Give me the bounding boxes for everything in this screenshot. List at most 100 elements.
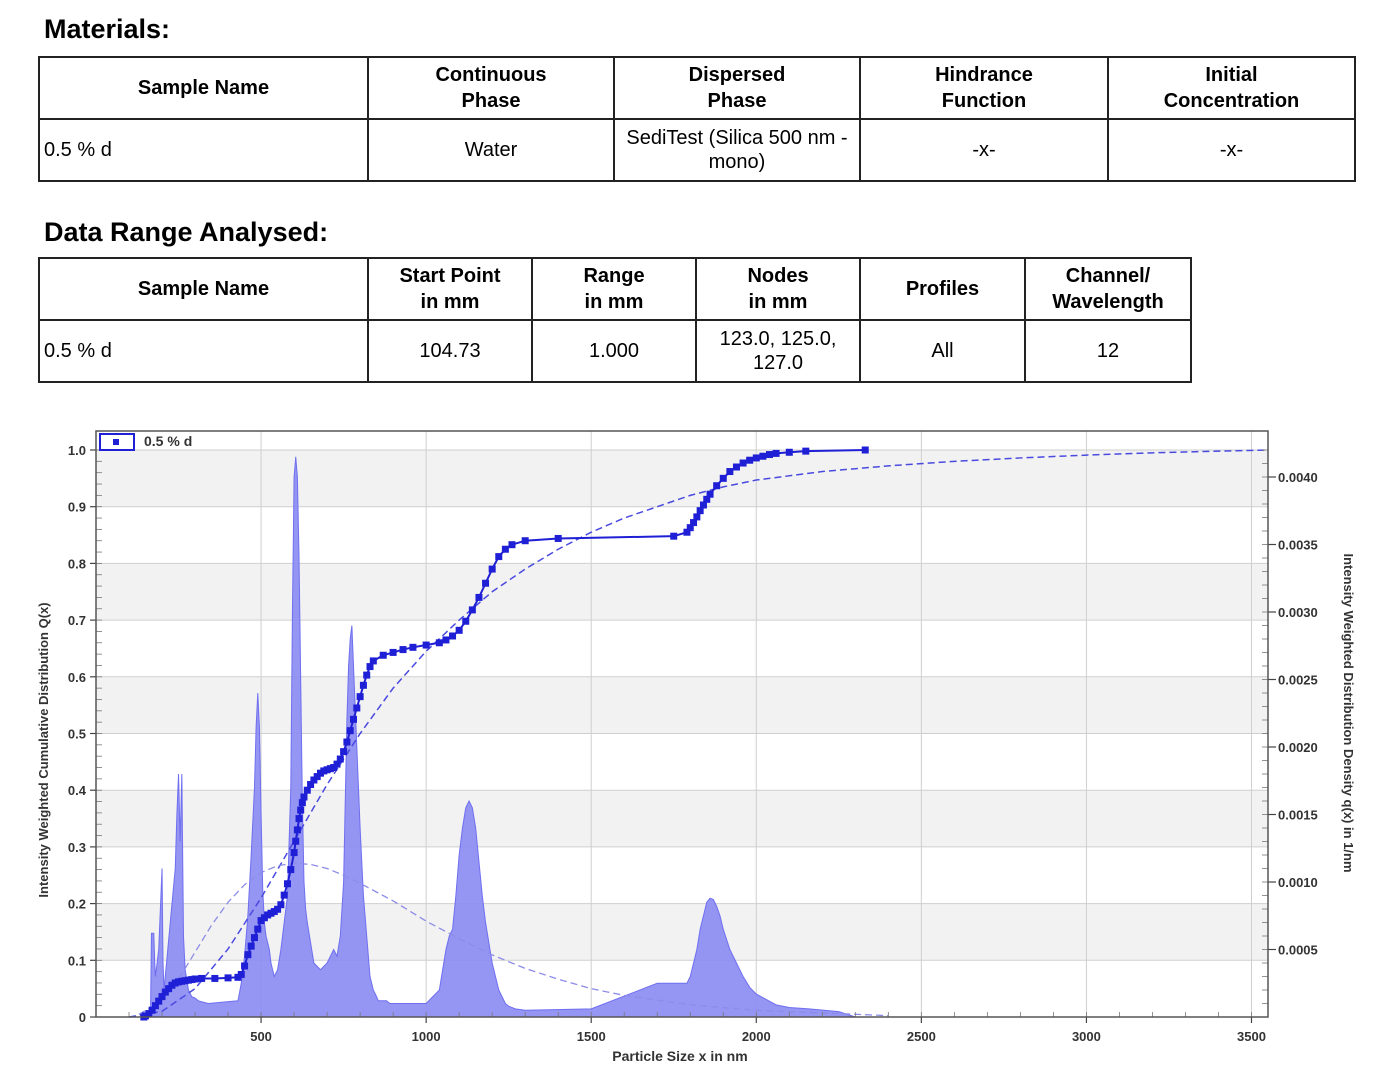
cumulative-point xyxy=(250,934,258,942)
cumulative-point xyxy=(295,815,303,823)
cumulative-point xyxy=(277,901,285,909)
cell-start-point: 104.73 xyxy=(367,319,533,383)
cell-dispersed-phase: SediTest (Silica 500 nm - mono) xyxy=(613,118,861,182)
x-tick-label: 2500 xyxy=(907,1029,936,1044)
cell-channel-wavelength: 12 xyxy=(1024,319,1192,383)
cumulative-point xyxy=(292,837,300,845)
y2-tick-label: 0.0015 xyxy=(1278,808,1318,823)
cumulative-point xyxy=(293,826,301,834)
cumulative-point xyxy=(521,537,529,545)
cell-hindrance-function: -x- xyxy=(859,118,1109,182)
cumulative-point xyxy=(254,925,262,933)
y2-tick-label: 0.0030 xyxy=(1278,605,1318,620)
cumulative-point xyxy=(307,781,315,789)
cumulative-point xyxy=(696,507,704,515)
data-range-table: Sample Name Start Point in mm Range in m… xyxy=(38,257,1192,383)
header-range: Range in mm xyxy=(531,257,697,321)
fit-cumulative-line xyxy=(128,449,1269,1018)
cumulative-series xyxy=(140,446,869,1021)
cumulative-point xyxy=(399,646,407,654)
y-tick-label: 1.0 xyxy=(68,443,86,458)
cumulative-point xyxy=(336,755,344,763)
cumulative-point xyxy=(706,490,714,498)
cumulative-point xyxy=(389,648,397,656)
cumulative-point xyxy=(356,693,364,701)
cumulative-point xyxy=(379,651,387,659)
cumulative-point xyxy=(346,727,354,735)
cumulative-point xyxy=(333,760,341,768)
cumulative-point xyxy=(224,974,232,982)
cumulative-point xyxy=(366,663,374,671)
legend: 0.5 % d xyxy=(99,433,192,451)
cumulative-point xyxy=(693,513,701,521)
cell-sample-name: 0.5 % d xyxy=(38,319,369,383)
x-tick-label: 3000 xyxy=(1072,1029,1101,1044)
cumulative-point xyxy=(151,1002,159,1010)
cumulative-point xyxy=(290,849,298,857)
cumulative-point xyxy=(287,866,295,874)
chart-bands xyxy=(96,450,1268,961)
cumulative-point xyxy=(359,681,367,689)
cell-sample-name: 0.5 % d xyxy=(38,118,369,182)
y2-tick-label: 0.0020 xyxy=(1278,740,1318,755)
x-axis-label: Particle Size x in nm xyxy=(612,1048,747,1064)
cumulative-point xyxy=(726,468,734,476)
cumulative-point xyxy=(699,501,707,509)
y-tick-label: 0 xyxy=(79,1010,86,1025)
cumulative-point xyxy=(482,579,490,587)
cumulative-point xyxy=(340,748,348,756)
cumulative-point xyxy=(155,997,163,1005)
cumulative-point xyxy=(247,942,255,950)
cumulative-point xyxy=(237,970,245,978)
cumulative-point xyxy=(241,962,249,970)
cumulative-point xyxy=(785,448,793,456)
cumulative-point xyxy=(719,474,727,482)
x-tick-label: 1000 xyxy=(412,1029,441,1044)
particle-size-chart: 0 0.1 0.2 0.3 0.4 0.5 0.6 0.7 0.8 0.9 1.0 500 1000 15… xyxy=(0,410,1400,1086)
header-nodes: Nodes in mm xyxy=(695,257,861,321)
y2-axis-label: Intensity Weighted Distribution Density … xyxy=(1341,553,1356,872)
cumulative-point xyxy=(455,626,463,634)
y2-tick-label: 0.0010 xyxy=(1278,875,1318,890)
cell-continuous-phase: Water xyxy=(367,118,615,182)
cumulative-point xyxy=(475,593,483,601)
cumulative-point xyxy=(686,524,694,532)
x-tick-label: 2000 xyxy=(742,1029,771,1044)
cumulative-point xyxy=(274,905,282,913)
cumulative-point xyxy=(300,793,308,801)
y-tick-label: 0.8 xyxy=(68,556,86,571)
cumulative-point xyxy=(297,806,305,814)
y2-tick-label: 0.0005 xyxy=(1278,943,1318,958)
cumulative-point xyxy=(462,617,470,625)
header-hindrance-function: Hindrance Function xyxy=(859,56,1109,120)
fit-curves xyxy=(128,449,1269,1018)
data-range-title: Data Range Analysed: xyxy=(44,217,329,247)
header-initial-concentration: Initial Concentration xyxy=(1107,56,1356,120)
cumulative-point xyxy=(732,463,740,471)
cumulative-point xyxy=(409,643,417,651)
y-tick-label: 0.6 xyxy=(68,670,86,685)
legend-label: 0.5 % d xyxy=(144,433,192,449)
cumulative-point xyxy=(280,891,288,899)
cumulative-point xyxy=(191,975,199,983)
cumulative-point xyxy=(435,639,443,647)
plot-frame xyxy=(95,430,1269,1018)
density-series xyxy=(149,456,856,1018)
cumulative-point xyxy=(488,565,496,573)
cumulative-point xyxy=(861,446,869,454)
table-header-row: Sample Name Start Point in mm Range in m… xyxy=(38,257,1192,321)
cumulative-point xyxy=(739,459,747,467)
cell-nodes: 123.0, 125.0, 127.0 xyxy=(695,319,861,383)
cumulative-point xyxy=(713,482,721,490)
cumulative-point xyxy=(442,636,450,644)
y-tick-label: 0.9 xyxy=(68,500,86,515)
cumulative-point xyxy=(495,553,503,561)
header-continuous-phase: Continuous Phase xyxy=(367,56,615,120)
cumulative-point xyxy=(802,447,810,455)
cumulative-point xyxy=(746,456,754,464)
cumulative-point xyxy=(670,532,678,540)
cumulative-point xyxy=(369,657,377,665)
header-dispersed-phase: Dispersed Phase xyxy=(613,56,861,120)
header-profiles: Profiles xyxy=(859,257,1026,321)
cell-profiles: All xyxy=(859,319,1026,383)
